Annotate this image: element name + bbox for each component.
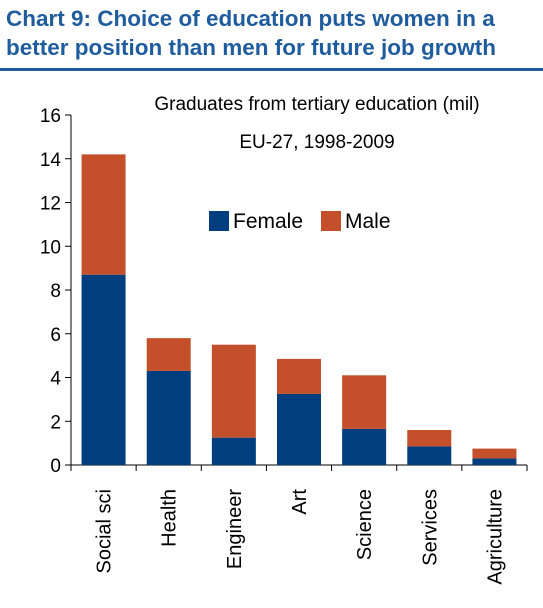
bar-male-segment bbox=[342, 375, 387, 429]
legend: Female Male bbox=[209, 210, 391, 233]
title-divider bbox=[0, 68, 543, 71]
bar-female-segment bbox=[277, 393, 321, 465]
bar-male-segment bbox=[277, 358, 321, 394]
y-tick-label: 0 bbox=[50, 456, 61, 477]
y-tick-label: 12 bbox=[40, 194, 61, 215]
bar-female-segment bbox=[211, 437, 256, 465]
x-tick-label: Engineer bbox=[224, 489, 246, 569]
bar-female-segment bbox=[472, 458, 517, 465]
legend-label-male: Male bbox=[345, 210, 391, 233]
bar-male-segment bbox=[407, 430, 452, 447]
y-tick-label: 14 bbox=[40, 150, 62, 171]
bar-male-segment bbox=[472, 448, 517, 459]
legend-swatch-female bbox=[209, 211, 229, 231]
bar-female-segment bbox=[146, 370, 191, 465]
legend-swatch-male bbox=[321, 211, 341, 231]
x-tick-label: Agriculture bbox=[484, 489, 506, 585]
x-tick-label: Health bbox=[159, 489, 181, 547]
y-axis: 0 2 4 6 8 10 12 14 16 bbox=[40, 106, 72, 477]
y-tick-label: 4 bbox=[50, 369, 61, 390]
legend-label-female: Female bbox=[233, 210, 303, 233]
bar-female-segment bbox=[342, 428, 387, 465]
x-tick-label: Science bbox=[354, 489, 376, 560]
x-axis: Social sci Health Engineer Art Science Servic… bbox=[70, 464, 528, 585]
chart-subtitle-1: Graduates from tertiary education (mil) bbox=[154, 94, 479, 115]
chart-title: Chart 9: Choice of education puts women … bbox=[6, 6, 496, 60]
x-tick-label: Art bbox=[289, 489, 311, 515]
y-tick-label: 16 bbox=[40, 106, 61, 127]
x-tick-label: Social sci bbox=[94, 489, 116, 573]
y-tick-label: 2 bbox=[50, 412, 61, 433]
bars bbox=[81, 154, 517, 465]
bar-female-segment bbox=[81, 274, 126, 465]
bar-female-segment bbox=[407, 446, 452, 465]
bar-male-segment bbox=[146, 338, 191, 371]
chart-subtitle-2: EU-27, 1998-2009 bbox=[239, 132, 394, 153]
x-tick-label: Services bbox=[419, 489, 441, 566]
bar-male-segment bbox=[81, 154, 126, 275]
y-tick-label: 8 bbox=[50, 281, 61, 302]
y-tick-label: 10 bbox=[40, 237, 61, 258]
y-tick-label: 6 bbox=[50, 325, 61, 346]
bar-male-segment bbox=[211, 344, 256, 438]
